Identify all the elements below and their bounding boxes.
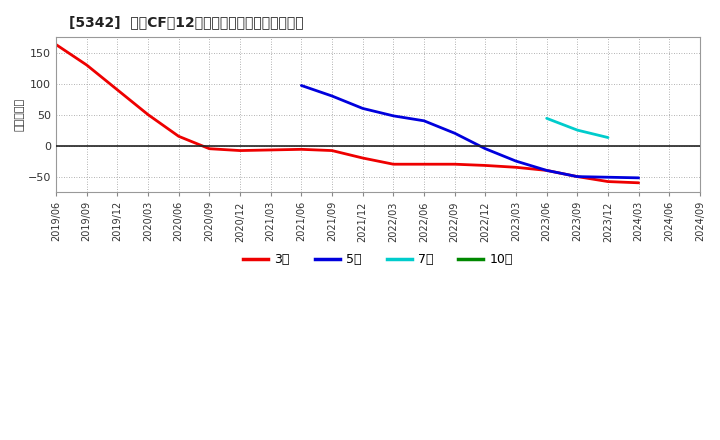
3年 (573, 174, 582, 179)
3年 (205, 146, 214, 151)
5年 (634, 175, 643, 180)
3年 (389, 161, 397, 167)
3年 (450, 161, 459, 167)
3年 (174, 134, 183, 139)
5年 (542, 168, 551, 173)
5年 (512, 158, 521, 164)
5年 (297, 83, 306, 88)
3年 (144, 112, 153, 117)
3年 (266, 147, 275, 153)
5年 (359, 106, 367, 111)
3年 (328, 148, 336, 153)
Line: 5年: 5年 (302, 85, 639, 178)
7年 (573, 128, 582, 133)
Legend: 3年, 5年, 7年, 10年: 3年, 5年, 7年, 10年 (238, 248, 518, 271)
3年 (359, 155, 367, 161)
5年 (450, 131, 459, 136)
5年 (573, 174, 582, 179)
3年 (512, 165, 521, 170)
Line: 7年: 7年 (546, 118, 608, 138)
5年 (603, 175, 612, 180)
3年 (297, 147, 306, 152)
5年 (420, 118, 428, 124)
3年 (634, 180, 643, 185)
5年 (389, 113, 397, 118)
5年 (481, 146, 490, 151)
Line: 3年: 3年 (56, 44, 639, 183)
3年 (542, 168, 551, 173)
Y-axis label: （百万円）: （百万円） (15, 98, 25, 131)
5年 (328, 93, 336, 99)
3年 (481, 163, 490, 168)
3年 (420, 161, 428, 167)
3年 (603, 179, 612, 184)
7年 (603, 135, 612, 140)
3年 (52, 42, 60, 47)
3年 (113, 87, 122, 92)
3年 (235, 148, 244, 153)
Text: [5342]  営業CFだ12か月移動合計の平均値の推移: [5342] 営業CFだ12か月移動合計の平均値の推移 (69, 15, 304, 29)
7年 (542, 116, 551, 121)
3年 (82, 62, 91, 68)
